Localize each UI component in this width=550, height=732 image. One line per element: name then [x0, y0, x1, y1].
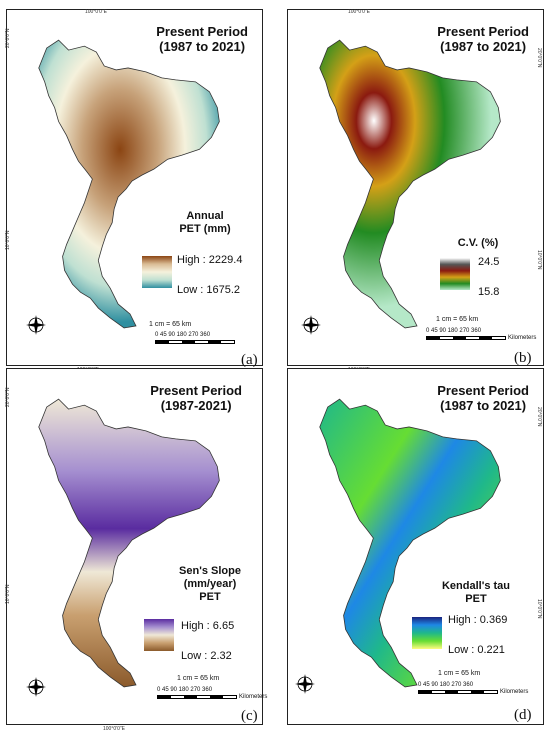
panel-title: Present Period (1987 to 2021) — [156, 24, 248, 54]
panel-label: (a) — [241, 352, 258, 368]
legend-title: Sen's Slope (mm/year) PET — [175, 565, 245, 604]
compass-rose-icon — [295, 674, 315, 694]
panel-b-cv: 100°0'0"E 100°0'0"E 20°0'0"N 10°0'0"N Pr… — [287, 9, 544, 373]
scale-ratio: 1 cm = 65 km — [149, 321, 192, 328]
panel-label: (c) — [241, 708, 258, 724]
legend-title: Annual PET (mm) — [175, 210, 235, 236]
legend-color-ramp — [440, 258, 470, 290]
lon-label-top: 100°0'0"E — [85, 9, 107, 15]
legend-title-line-1: Sen's Slope — [179, 565, 241, 577]
panel-label: (d) — [514, 707, 532, 723]
scale-ticks: 0 45 90 180 270 360 — [157, 687, 213, 693]
scale-ticks: 0 45 90 180 270 360 — [155, 332, 211, 338]
title-line-2: (1987 to 2021) — [440, 398, 527, 413]
scale-ticks: 0 45 90 180 270 360 — [426, 328, 482, 334]
legend-high: High : 0.369 — [448, 614, 508, 626]
lat-label-10n: 10°0'0"N — [536, 599, 542, 619]
panel-label: (b) — [514, 350, 532, 366]
scale-ratio: 1 cm = 65 km — [177, 675, 220, 682]
legend-low: Low : 2.32 — [181, 650, 232, 662]
legend-high: 24.5 — [478, 256, 500, 268]
legend-low: Low : 1675.2 — [177, 284, 240, 296]
legend-title-line-2: PET — [465, 593, 487, 605]
compass-rose-icon — [301, 315, 321, 335]
scale-bar — [418, 690, 498, 694]
country-outline — [38, 398, 220, 688]
legend-color-ramp — [142, 256, 172, 288]
panel-title: Present Period (1987 to 2021) — [437, 383, 529, 413]
compass-rose-icon — [26, 677, 46, 697]
map-b — [319, 39, 501, 329]
scale-ticks: 0 45 90 180 270 360 — [418, 682, 474, 688]
lon-label-bottom: 100°0'0"E — [103, 726, 125, 732]
scale-ratio: 1 cm = 65 km — [436, 316, 479, 323]
title-line-2: (1987 to 2021) — [159, 39, 246, 54]
legend-low: Low : 0.221 — [448, 644, 505, 656]
title-line-2: (1987 to 2021) — [440, 39, 527, 54]
scale-bar — [426, 336, 506, 340]
title-line-1: Present Period — [150, 383, 242, 398]
panel-d-kendalls-tau: 20°0'0"N 10°0'0"N Present Period (1987 t… — [287, 368, 544, 725]
title-line-2: (1987-2021) — [160, 398, 232, 413]
legend-color-ramp — [144, 619, 174, 651]
legend-title-line-2: PET (mm) — [179, 223, 231, 235]
legend-title: C.V. (%) — [457, 237, 499, 249]
legend-title: Kendall's tau PET — [436, 580, 516, 606]
title-line-1: Present Period — [437, 24, 529, 39]
panel-title: Present Period (1987 to 2021) — [437, 24, 529, 54]
panel-title: Present Period (1987-2021) — [150, 383, 242, 413]
map-c — [38, 398, 220, 688]
scale-bar — [157, 695, 237, 699]
panel-c-sens-slope: 20°0'0"N 10°0'0"N 100°0'0"E Present Peri… — [5, 368, 267, 732]
legend-title-line-2: (mm/year) — [183, 578, 237, 590]
legend-color-ramp — [412, 617, 442, 649]
scale-unit: Kilometers — [508, 335, 537, 341]
legend-high: High : 2229.4 — [177, 254, 243, 266]
lat-label-20n: 20°0'0"N — [536, 407, 542, 427]
map-d — [319, 398, 501, 688]
lat-label-10n: 10°0'0"N — [536, 250, 542, 270]
lon-label-top: 100°0'0"E — [348, 9, 370, 15]
lat-label-20n: 20°0'0"N — [5, 28, 11, 48]
legend-title-line-3: PET — [199, 591, 221, 603]
panel-a-annual-pet: 100°0'0"E 100°0'0"E 20°0'0"N 10°0'0"N Pr… — [5, 9, 263, 373]
lat-label-10n: 10°0'0"N — [5, 584, 11, 604]
scale-unit: Kilometers — [500, 689, 529, 695]
legend-title-line-1: Kendall's tau — [441, 580, 511, 592]
country-outline — [319, 39, 501, 329]
lat-label-10n: 10°0'0"N — [5, 230, 11, 250]
lat-label-20n: 20°0'0"N — [536, 48, 542, 68]
scale-ratio: 1 cm = 65 km — [438, 670, 481, 677]
compass-rose-icon — [26, 315, 46, 335]
scale-unit: Kilometers — [239, 694, 268, 700]
scale-bar — [155, 340, 235, 344]
lat-label-20n: 20°0'0"N — [5, 387, 11, 407]
legend-high: High : 6.65 — [181, 620, 235, 632]
title-line-1: Present Period — [156, 24, 248, 39]
title-line-1: Present Period — [437, 383, 529, 398]
legend-low: 15.8 — [478, 286, 500, 298]
legend-title-line-1: Annual — [186, 210, 224, 222]
